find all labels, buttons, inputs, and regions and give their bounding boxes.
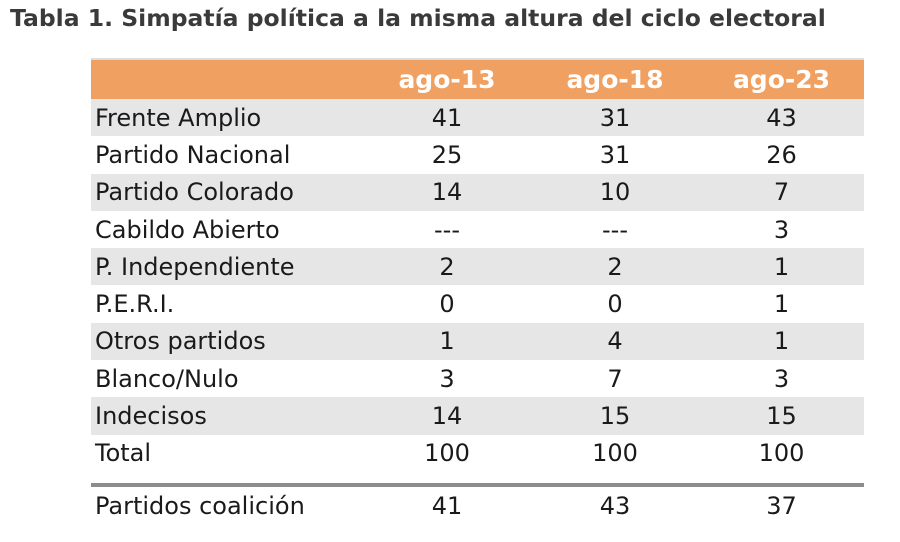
- row-value: 100: [758, 439, 805, 468]
- row-value: 41: [431, 491, 463, 520]
- header-cell-ago-13: ago-13: [398, 65, 496, 94]
- row-value: 43: [599, 491, 631, 520]
- row-value: 14: [431, 178, 463, 207]
- table-row: Partido Colorado 14 10 7: [91, 173, 864, 211]
- row-value: 10: [599, 178, 631, 207]
- row-label: Indecisos: [95, 402, 207, 431]
- row-label: Total: [95, 439, 152, 468]
- row-value: 3: [773, 215, 790, 244]
- row-value: 4: [607, 327, 623, 356]
- row-value: 1: [773, 327, 790, 356]
- table-row: P.E.R.I. 0 0 1: [91, 285, 864, 322]
- row-value: 7: [607, 364, 623, 393]
- row-value: 43: [766, 103, 797, 132]
- row-value: 1: [773, 252, 790, 281]
- table-row-total: Total 100 100 100: [91, 435, 864, 472]
- row-value: 3: [439, 364, 455, 393]
- table-title: Tabla 1. Simpatía política a la misma al…: [10, 4, 826, 32]
- header-cell-label: [91, 60, 363, 99]
- row-value: 26: [766, 140, 797, 169]
- row-value: 7: [773, 178, 790, 207]
- row-label: Blanco/Nulo: [95, 364, 239, 393]
- row-label: Otros partidos: [95, 327, 266, 356]
- table-row: Frente Amplio 41 31 43: [91, 99, 864, 137]
- table-row: Blanco/Nulo 3 7 3: [91, 360, 864, 397]
- row-label: Partido Colorado: [95, 178, 294, 207]
- row-label: P.E.R.I.: [95, 290, 175, 319]
- table-header: ago-13 ago-18 ago-23: [91, 58, 864, 99]
- row-label: Cabildo Abierto: [95, 215, 280, 244]
- table-row: Indecisos 14 15 15: [91, 397, 864, 435]
- row-value: 3: [773, 364, 790, 393]
- table-row-coalicion: Partidos coalición 41 43 37: [91, 488, 864, 524]
- row-label: Partido Nacional: [95, 140, 291, 169]
- row-value: 0: [439, 290, 455, 319]
- data-table: ago-13 ago-18 ago-23 Frente Amplio 41 31…: [91, 58, 864, 524]
- row-value: 100: [592, 439, 638, 468]
- row-label: P. Independiente: [95, 252, 295, 281]
- row-value: 14: [431, 402, 463, 431]
- header-cell-ago-23: ago-23: [732, 65, 831, 94]
- row-value: 25: [431, 140, 463, 169]
- row-value: 41: [431, 103, 463, 132]
- row-value: 2: [439, 252, 455, 281]
- row-value: 15: [766, 402, 797, 431]
- row-value: 1: [773, 290, 790, 319]
- table-row: Partido Nacional 25 31 26: [91, 136, 864, 173]
- row-value: 15: [599, 402, 631, 431]
- table-row: Cabildo Abierto --- --- 3: [91, 211, 864, 248]
- row-label: Frente Amplio: [95, 103, 262, 132]
- row-value: ---: [602, 215, 628, 244]
- row-value: 1: [439, 327, 455, 356]
- row-value: 0: [607, 290, 623, 319]
- table-row: P. Independiente 2 2 1: [91, 248, 864, 286]
- row-value: 100: [424, 439, 470, 468]
- table-row: Otros partidos 1 4 1: [91, 322, 864, 361]
- row-separator: [91, 482, 864, 487]
- header-cell-ago-18: ago-18: [566, 65, 664, 94]
- row-value: 37: [766, 491, 797, 520]
- row-value: 31: [599, 140, 631, 169]
- row-label: Partidos coalición: [95, 491, 305, 520]
- row-value: ---: [434, 215, 460, 244]
- row-value: 2: [607, 252, 623, 281]
- row-value: 31: [599, 103, 631, 132]
